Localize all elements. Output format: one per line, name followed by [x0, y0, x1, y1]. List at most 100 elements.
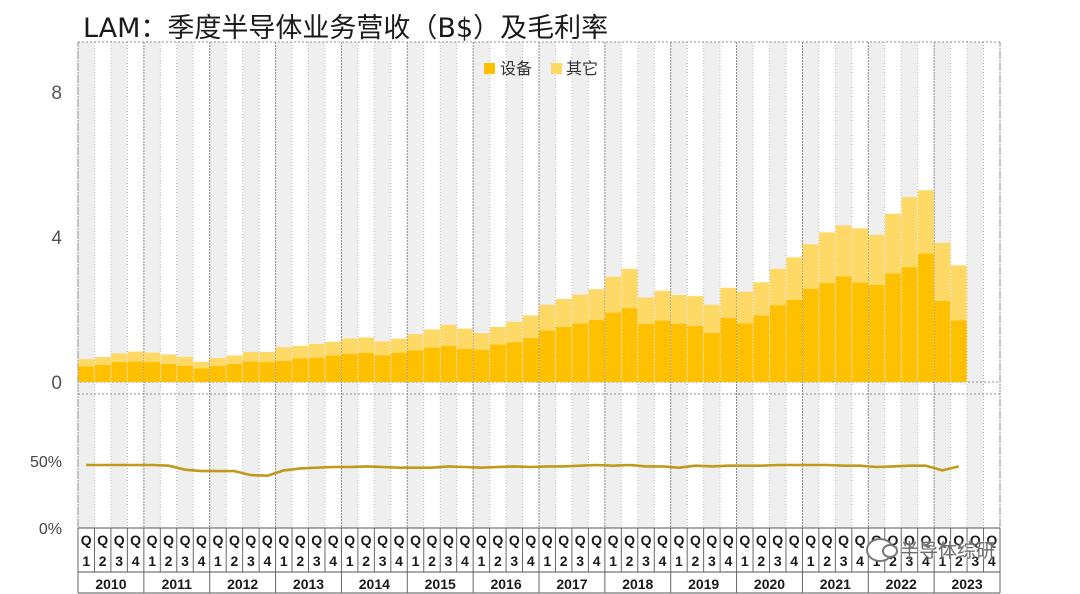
x-tick-quarter-letter: Q	[213, 532, 224, 548]
x-tick-quarter-number: 3	[379, 553, 387, 569]
bar-other-2019Q1	[671, 295, 687, 324]
bar-equipment-2011Q2	[160, 363, 177, 382]
x-tick-quarter-letter: Q	[575, 532, 586, 548]
x-tick-quarter-number: 3	[774, 553, 782, 569]
x-tick-quarter-number: 1	[412, 553, 420, 569]
x-tick-quarter-letter: Q	[706, 532, 717, 548]
bar-equipment-2020Q3	[769, 305, 786, 382]
bar-other-2016Q2	[489, 326, 506, 345]
bar-other-2014Q1	[341, 338, 358, 354]
bar-equipment-2013Q2	[292, 358, 309, 382]
x-tick-quarter-letter: Q	[822, 532, 833, 548]
bar-other-2023Q2	[950, 265, 967, 321]
bar-equipment-2023Q2	[950, 320, 967, 382]
x-tick-quarter-number: 4	[922, 553, 930, 569]
x-tick-quarter-number: 2	[362, 553, 370, 569]
bar-equipment-2017Q1	[539, 330, 556, 382]
x-tick-quarter-number: 4	[593, 553, 601, 569]
x-tick-quarter-letter: Q	[130, 532, 141, 548]
bar-equipment-2014Q3	[374, 355, 391, 382]
x-tick-quarter-number: 1	[148, 553, 156, 569]
x-tick-quarter-number: 1	[675, 553, 683, 569]
x-tick-quarter-number: 2	[823, 553, 831, 569]
bar-other-2019Q3	[703, 304, 720, 334]
bar-equipment-2020Q2	[753, 315, 770, 382]
x-tick-quarter-letter: Q	[476, 532, 487, 548]
wechat-icon	[866, 537, 898, 562]
column-stripe	[209, 42, 227, 528]
bar-equipment-2016Q4	[522, 337, 539, 382]
column-stripe	[341, 42, 358, 528]
x-tick-quarter-letter: Q	[410, 532, 421, 548]
bar-other-2014Q4	[391, 338, 407, 353]
bar-other-2010Q4	[127, 351, 144, 362]
column-stripe	[539, 42, 556, 528]
bar-other-2021Q4	[852, 228, 868, 283]
bar-equipment-2023Q1	[934, 300, 951, 382]
x-tick-quarter-number: 3	[181, 553, 189, 569]
x-tick-quarter-number: 1	[938, 553, 946, 569]
column-stripe	[703, 42, 721, 528]
bar-equipment-2021Q1	[802, 288, 819, 382]
x-tick-year: 2023	[951, 576, 982, 592]
x-tick-quarter-letter: Q	[542, 532, 553, 548]
x-tick-quarter-letter: Q	[459, 532, 470, 548]
x-tick-quarter-letter: Q	[723, 532, 734, 548]
x-tick-quarter-number: 4	[198, 553, 206, 569]
x-tick-quarter-number: 2	[99, 553, 107, 569]
x-tick-quarter-number: 4	[790, 553, 798, 569]
x-tick-quarter-number: 4	[856, 553, 864, 569]
x-tick-quarter-number: 2	[296, 553, 304, 569]
bar-equipment-2012Q3	[242, 361, 259, 382]
bar-equipment-2014Q4	[391, 353, 407, 382]
x-tick-quarter-number: 1	[543, 553, 551, 569]
x-tick-quarter-letter: Q	[492, 532, 503, 548]
x-tick-quarter-number: 2	[165, 553, 173, 569]
column-stripe	[78, 42, 95, 528]
x-tick-quarter-letter: Q	[427, 532, 438, 548]
bar-other-2017Q1	[539, 304, 556, 331]
x-tick-quarter-number: 4	[724, 553, 732, 569]
bar-other-2012Q1	[210, 358, 226, 367]
bar-equipment-2016Q2	[489, 344, 506, 382]
bar-other-2015Q1	[407, 334, 424, 351]
x-tick-quarter-letter: Q	[229, 532, 240, 548]
bar-equipment-2022Q2	[885, 273, 901, 382]
bar-other-2020Q4	[786, 257, 803, 300]
x-tick-quarter-number: 3	[115, 553, 123, 569]
bar-other-2022Q1	[868, 234, 885, 285]
bar-other-2023Q1	[934, 242, 951, 301]
bar-other-2018Q1	[605, 276, 622, 313]
bar-other-2010Q1	[78, 359, 95, 367]
bar-panel-border	[77, 41, 1001, 383]
x-tick-quarter-number: 3	[906, 553, 914, 569]
column-stripe	[571, 42, 589, 528]
bar-equipment-2010Q4	[127, 361, 144, 382]
column-stripe	[176, 42, 194, 528]
x-tick-year: 2011	[162, 576, 193, 592]
column-stripe	[242, 42, 260, 528]
column-stripe	[506, 42, 523, 528]
x-tick-quarter-letter: Q	[641, 532, 652, 548]
bar-equipment-2020Q1	[736, 323, 753, 382]
bar-equipment-2011Q3	[177, 365, 193, 382]
bar-other-2011Q4	[193, 361, 210, 369]
x-tick-quarter-letter: Q	[163, 532, 174, 548]
bar-other-2021Q2	[819, 232, 836, 284]
x-tick-quarter-number: 3	[510, 553, 518, 569]
x-tick-quarter-letter: Q	[344, 532, 355, 548]
x-tick-year: 2018	[622, 576, 653, 592]
x-tick-quarter-number: 3	[642, 553, 650, 569]
x-tick-quarter-number: 3	[247, 553, 255, 569]
x-tick-quarter-letter: Q	[756, 532, 767, 548]
x-tick-quarter-letter: Q	[986, 532, 997, 548]
bar-equipment-2022Q1	[868, 284, 885, 382]
x-tick-quarter-letter: Q	[690, 532, 701, 548]
bar-other-2019Q2	[687, 296, 704, 326]
y-tick-label: 0	[51, 373, 62, 394]
bar-other-2012Q3	[242, 351, 259, 362]
bar-other-2014Q3	[374, 341, 391, 356]
column-stripe	[143, 42, 161, 528]
bar-equipment-2012Q2	[226, 363, 243, 382]
